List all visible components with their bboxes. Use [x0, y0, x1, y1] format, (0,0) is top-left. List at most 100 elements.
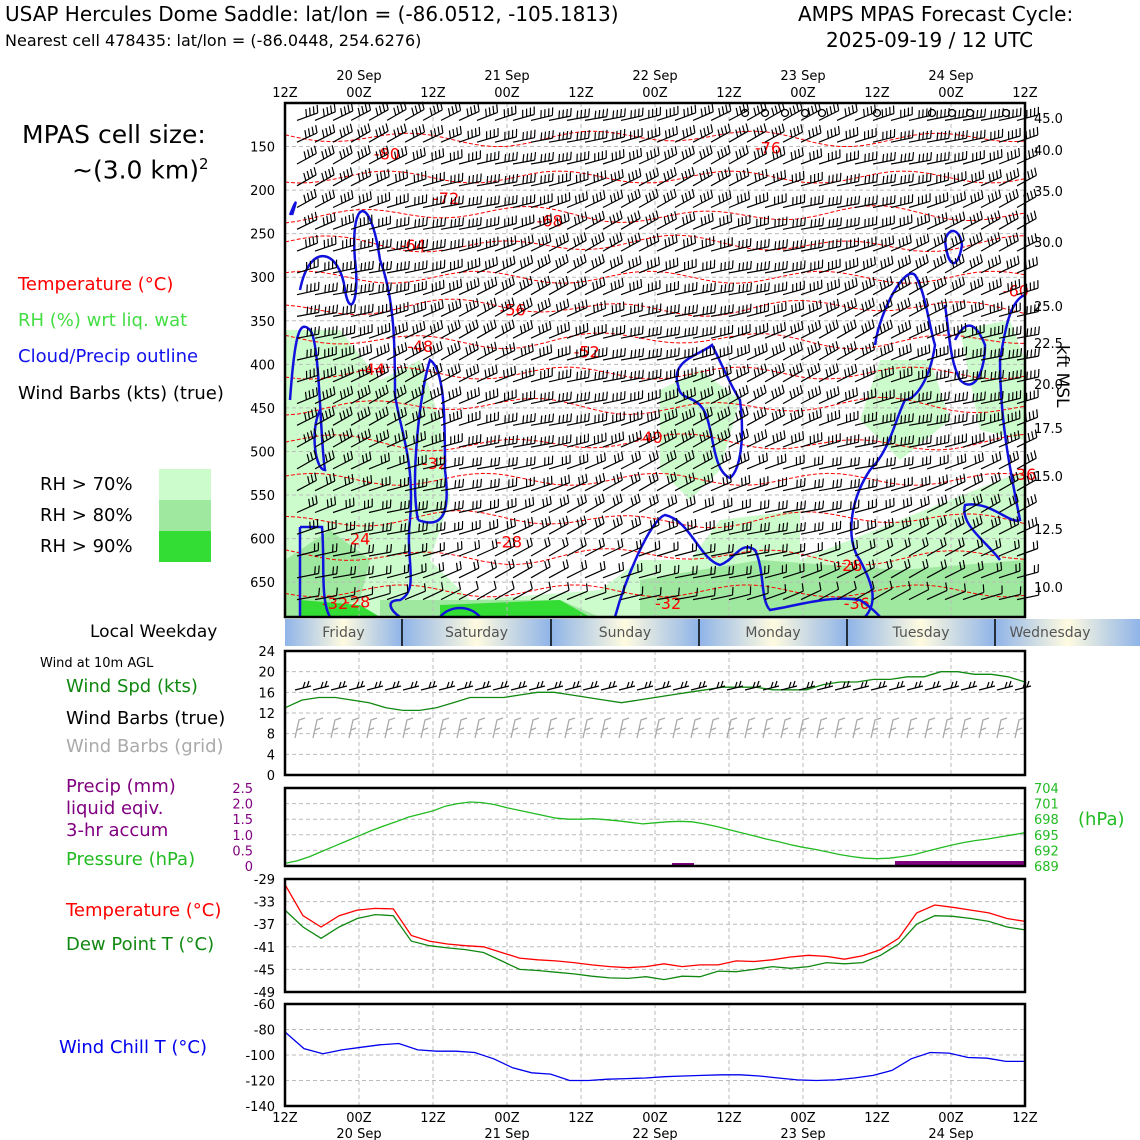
wind-barb	[818, 278, 841, 296]
wind-barb	[548, 151, 572, 165]
wind-barb	[710, 565, 735, 579]
wind-barb	[458, 387, 480, 405]
wind10m-barb-true	[348, 680, 366, 691]
wind10m-barb-grid	[672, 717, 684, 739]
wind-barb	[530, 495, 552, 514]
wind-barb	[404, 300, 427, 317]
wind-barb	[512, 254, 534, 274]
wind-barb	[404, 260, 428, 274]
temperature-label: -28	[496, 532, 522, 551]
wind-barb	[800, 320, 822, 339]
wind-barb	[728, 238, 752, 252]
wind-barb	[782, 320, 804, 339]
cloud-outline	[288, 201, 297, 216]
wind-barb	[944, 453, 967, 470]
wind-barb	[818, 363, 839, 383]
wind-barb	[998, 493, 1019, 514]
wind-barb	[296, 235, 319, 252]
wind-barb	[710, 145, 731, 165]
wind-barb	[872, 342, 894, 361]
wind-barb	[926, 474, 949, 492]
wind-barb	[332, 167, 353, 187]
wind10m-barb-true	[672, 680, 690, 691]
wind-barb	[692, 346, 715, 361]
temperature-label: -72	[433, 189, 459, 208]
wind-barb	[998, 471, 1019, 492]
calm-circle	[800, 108, 810, 118]
wind-barb	[422, 408, 444, 426]
wind-barb	[422, 385, 444, 405]
wind-barb	[656, 347, 680, 361]
wind-barb	[404, 239, 429, 252]
wind-barb	[818, 561, 840, 579]
wind-barb	[422, 500, 447, 514]
wind-barb	[584, 300, 607, 317]
wind-barb	[674, 495, 696, 514]
wind-barb	[476, 151, 500, 165]
wind-barb	[404, 522, 428, 535]
wind-barb	[638, 126, 661, 143]
wind10m-barb-grid	[978, 717, 990, 739]
wind-barb	[980, 324, 1004, 339]
wind-barb	[890, 435, 915, 448]
wind-barb	[1016, 450, 1037, 470]
kft-tick: 20.0	[1034, 378, 1063, 393]
wind-barb	[890, 537, 911, 557]
wind-barb	[620, 348, 645, 361]
wind-barb	[566, 453, 589, 470]
wind-barb	[350, 364, 372, 383]
wind-barb	[800, 238, 824, 252]
wind-barb	[728, 323, 751, 339]
wind-barb	[368, 322, 391, 339]
wind-barb	[530, 130, 554, 143]
wind-barb	[746, 363, 767, 383]
wind-barb	[422, 217, 447, 230]
wind10m-barb-grid	[888, 717, 900, 739]
wind-barb	[548, 212, 570, 230]
panel-y-tick: -100	[245, 1049, 275, 1064]
wind-barb	[656, 167, 677, 187]
wind-barb	[746, 544, 770, 557]
wind-barb	[926, 254, 947, 274]
wind-barb	[782, 583, 804, 601]
wind10m-barb-grid	[852, 717, 864, 739]
wind-barb	[692, 450, 713, 470]
wind-barb	[476, 434, 500, 448]
wind-barb	[332, 428, 353, 448]
wind-barb	[962, 452, 984, 470]
wind-barb	[512, 343, 534, 361]
wind10m-barb-grid	[582, 717, 594, 739]
wind-barb	[350, 191, 372, 209]
wind-barb	[602, 301, 625, 317]
wind10m-barb-true	[546, 680, 564, 691]
wind-barb	[728, 586, 752, 601]
wind-barb	[476, 559, 497, 579]
wind-barb	[854, 195, 878, 209]
panel-y-tick: -80	[254, 1024, 275, 1039]
wind-barb	[782, 280, 805, 296]
wind10m-barb-grid	[834, 717, 846, 739]
wind-barb	[332, 385, 354, 405]
wind-barb	[926, 494, 948, 514]
wind-barb	[890, 581, 911, 601]
wind-barb	[674, 211, 696, 230]
wind-barb	[494, 559, 515, 579]
wind-barb	[836, 478, 860, 492]
wind-barb	[890, 129, 914, 143]
weekday-name: Monday	[745, 625, 800, 641]
wind-barb	[332, 213, 355, 230]
calm-circle	[872, 108, 882, 118]
wind-barb	[1016, 126, 1039, 143]
wind-barb	[404, 217, 428, 230]
wind-barb	[584, 323, 607, 339]
wind-barb	[368, 384, 389, 405]
wind-barb	[386, 146, 408, 165]
wind-barb	[728, 343, 751, 361]
wind-barb	[386, 193, 409, 209]
wind-barb	[890, 254, 912, 274]
wind-barb	[710, 167, 731, 187]
wind-barb	[386, 522, 411, 535]
wind-barb	[782, 239, 807, 252]
wind-barb	[332, 365, 354, 383]
wind-barb	[728, 303, 752, 317]
